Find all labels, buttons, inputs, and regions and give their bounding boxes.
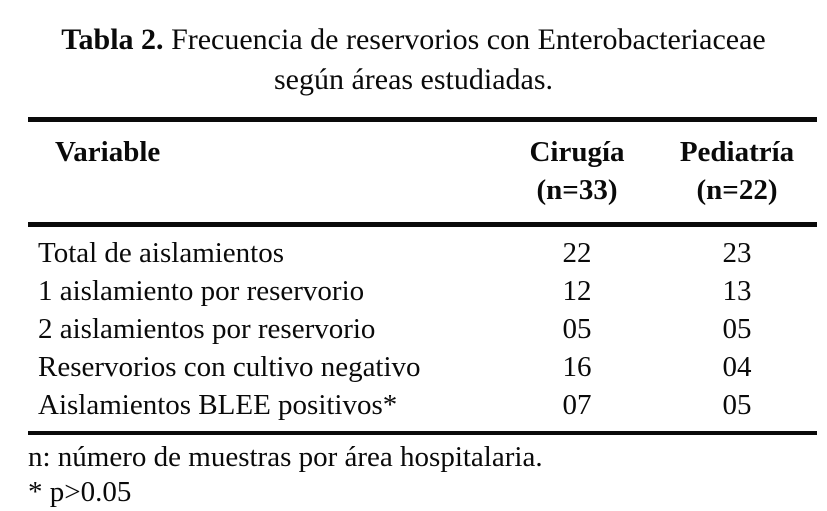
row-cirugia-value: 16 — [562, 351, 592, 383]
row-pediatria-value: 13 — [722, 275, 752, 307]
header-cirugia-label: Cirugía — [529, 136, 625, 168]
row-cirugia-value: 12 — [562, 275, 592, 307]
header-cell-pediatria: Pediatría (n=22) — [657, 120, 817, 225]
row-cirugia-value: 07 — [562, 389, 592, 421]
table-row: Reservorios con cultivo negativo 16 04 — [28, 348, 817, 386]
header-pediatria-label: Pediatría — [679, 136, 795, 168]
row-cirugia-value: 05 — [562, 313, 592, 345]
header-cell-variable: Variable — [28, 120, 497, 225]
header-row: Variable Cirugía (n=33) Pediatría (n=22) — [28, 120, 817, 225]
table-row: Total de aislamientos 22 23 — [28, 225, 817, 273]
row-variable-cell: Total de aislamientos — [38, 237, 285, 269]
table-body: Total de aislamientos 22 23 1 aislamiento p… — [28, 225, 817, 434]
table-footnotes: n: número de muestras por área hospitala… — [28, 440, 827, 510]
header-pediatria-n: (n=22) — [696, 174, 778, 206]
row-cirugia-value: 22 — [562, 237, 592, 269]
table-row: Aislamientos BLEE positivos* 07 05 — [28, 386, 817, 433]
footnote-p-value: * p>0.05 — [28, 476, 132, 508]
frequency-table: Variable Cirugía (n=33) Pediatría (n=22)… — [28, 117, 817, 435]
table-head: Variable Cirugía (n=33) Pediatría (n=22) — [28, 120, 817, 225]
table-caption: Tabla 2. Frecuencia de reservorios con E… — [0, 0, 827, 100]
row-pediatria-value: 04 — [722, 351, 752, 383]
table-row: 2 aislamientos por reservorio 05 05 — [28, 310, 817, 348]
table-row: 1 aislamiento por reservorio 12 13 — [28, 272, 817, 310]
caption-title-text: Frecuencia de reservorios con Enterobact… — [163, 23, 766, 56]
footnote-n-definition: n: número de muestras por área hospitala… — [28, 441, 543, 473]
caption-line-2: según áreas estudiadas. — [273, 63, 554, 96]
row-pediatria-value: 05 — [722, 313, 752, 345]
row-variable-cell: 2 aislamientos por reservorio — [38, 313, 376, 345]
row-pediatria-value: 23 — [722, 237, 752, 269]
header-cirugia-n: (n=33) — [536, 174, 618, 206]
header-cell-cirugia: Cirugía (n=33) — [497, 120, 657, 225]
row-pediatria-value: 05 — [722, 389, 752, 421]
caption-table-number: Tabla 2. — [61, 23, 164, 56]
row-variable-cell: Reservorios con cultivo negativo — [38, 351, 421, 383]
row-variable-cell: 1 aislamiento por reservorio — [38, 275, 365, 307]
header-variable-label: Variable — [55, 136, 161, 168]
row-variable-cell: Aislamientos BLEE positivos* — [38, 389, 398, 421]
caption-line-1: Tabla 2. Frecuencia de reservorios con E… — [0, 20, 827, 60]
